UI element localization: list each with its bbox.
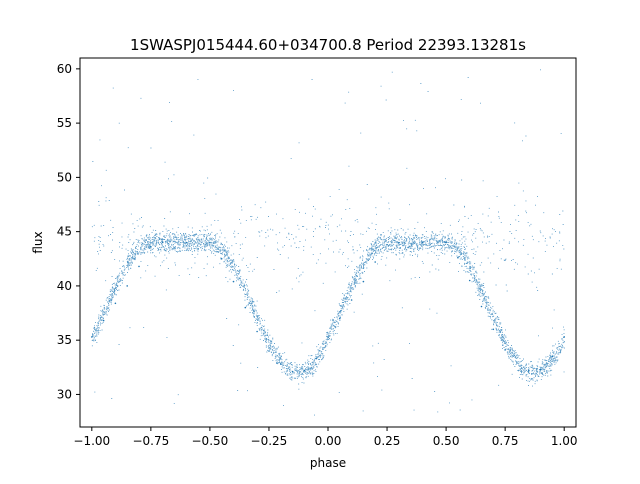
data-point: [457, 256, 459, 259]
plot-area-frame: [79, 57, 577, 428]
data-point: [209, 241, 211, 244]
data-point: [161, 241, 164, 244]
x-tick-label: −0.50: [192, 434, 229, 448]
data-point: [528, 369, 530, 372]
x-tick-label: 0.50: [433, 434, 460, 448]
y-axis-label: flux: [31, 231, 45, 253]
data-point: [468, 279, 471, 282]
data-point: [327, 336, 329, 338]
data-point: [539, 368, 542, 371]
data-point: [445, 241, 447, 244]
data-point: [150, 246, 152, 248]
data-point: [244, 306, 247, 309]
data-point: [398, 241, 400, 244]
x-tick-label: 0.75: [492, 434, 519, 448]
y-tick-label: 60: [57, 62, 72, 76]
data-point: [185, 241, 188, 244]
data-point: [291, 370, 294, 373]
flux-point-cloud: [91, 69, 565, 416]
data-point: [551, 355, 554, 358]
data-point: [138, 265, 140, 268]
data-points: [91, 69, 565, 416]
y-tick-label: 40: [57, 279, 72, 293]
chart-title: 1SWASPJ015444.60+034700.8 Period 22393.1…: [130, 36, 526, 54]
x-tick-label: 1.00: [551, 434, 578, 448]
data-point: [504, 349, 506, 351]
data-point: [114, 302, 117, 305]
y-tick-label: 50: [57, 170, 72, 184]
data-point: [492, 328, 495, 331]
y-tick-label: 55: [57, 116, 72, 130]
data-point: [303, 369, 306, 372]
data-point: [563, 336, 565, 338]
y-tick-label: 45: [57, 225, 72, 239]
x-tick-label: −1.00: [73, 434, 110, 448]
data-point: [220, 258, 223, 260]
data-point: [362, 280, 365, 283]
data-point: [280, 363, 282, 365]
data-point: [268, 350, 270, 352]
data-point: [126, 285, 128, 287]
x-axis-ticks: −1.00 −0.75 −0.50 −0.25 0.00 0.25 0.50 0.75 1.00: [73, 427, 578, 448]
data-point: [421, 241, 424, 244]
data-point: [256, 330, 258, 333]
data-point: [91, 336, 93, 338]
y-tick-label: 30: [57, 387, 72, 401]
data-point: [516, 362, 518, 364]
data-point: [386, 243, 388, 246]
x-tick-label: −0.25: [251, 434, 288, 448]
x-tick-label: 0.25: [374, 434, 401, 448]
y-tick-label: 35: [57, 333, 72, 347]
data-point: [480, 305, 483, 308]
x-tick-label: −0.75: [132, 434, 169, 448]
y-axis-ticks: 30 35 40 45 50 55 60: [57, 62, 80, 401]
data-point: [374, 261, 377, 263]
data-point: [350, 299, 353, 301]
data-point: [232, 280, 235, 283]
data-point: [102, 319, 105, 322]
x-tick-label: 0.00: [315, 434, 342, 448]
data-point: [339, 317, 341, 320]
x-axis-label: phase: [310, 456, 346, 470]
data-point: [315, 357, 318, 360]
